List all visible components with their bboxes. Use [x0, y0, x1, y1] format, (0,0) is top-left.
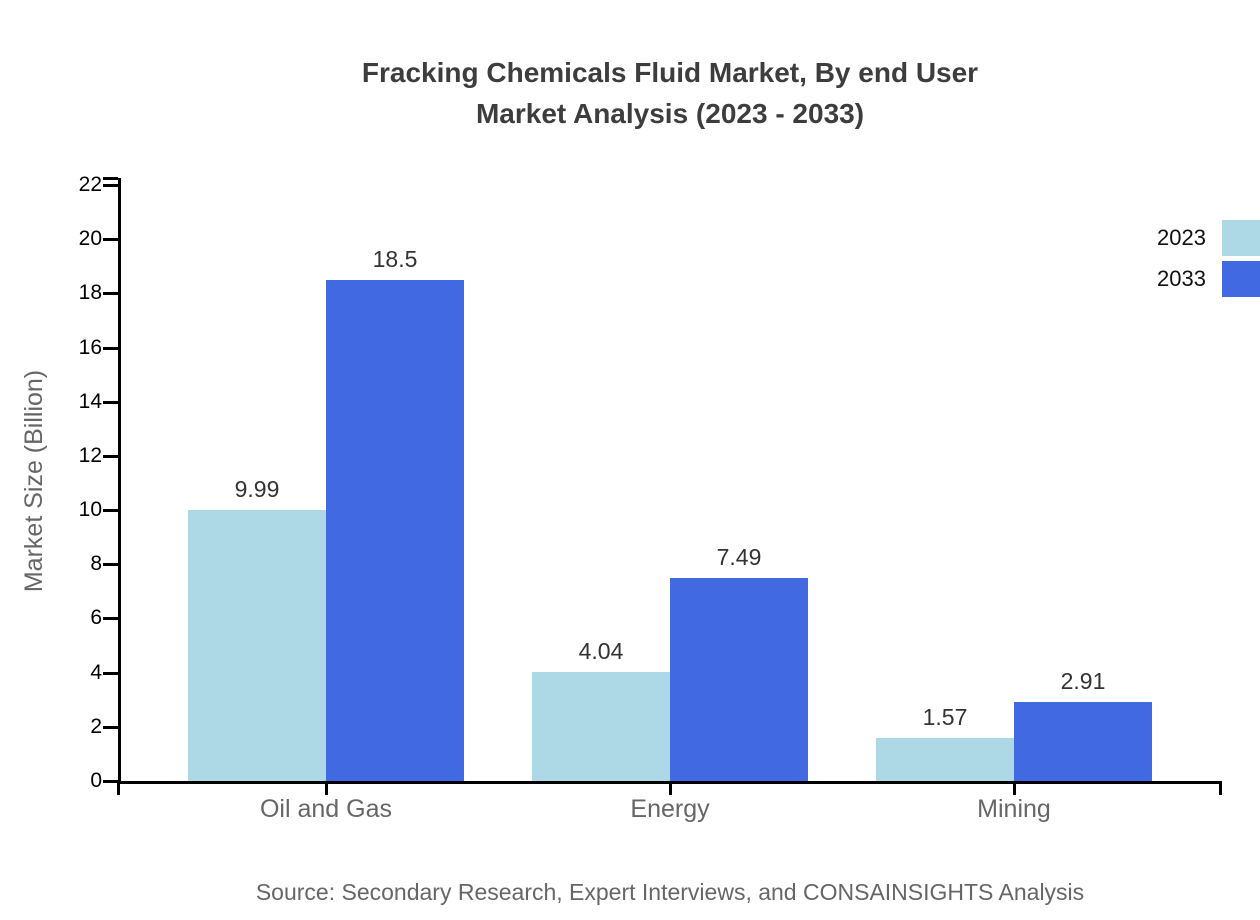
y-tick [103, 780, 118, 783]
bar-value-label: 2.91 [1060, 668, 1106, 694]
x-tick [325, 781, 328, 795]
bar-value-label: 1.57 [922, 704, 968, 730]
chart-title-line2: Market Analysis (2023 - 2033) [475, 98, 865, 129]
chart-title: Fracking Chemicals Fluid Market, By end … [170, 52, 1170, 134]
bar-2023-oil-and-gas [188, 510, 326, 781]
chart-title-line1: Fracking Chemicals Fluid Market, By end … [361, 57, 979, 88]
y-tick [103, 347, 118, 350]
y-tick [103, 292, 118, 295]
x-tick [1013, 781, 1016, 795]
y-tick-label: 14 [78, 390, 102, 413]
y-tick-label: 22 [78, 173, 102, 196]
x-tick [117, 781, 120, 795]
y-tick-label: 2 [90, 715, 102, 738]
y-tick-label: 20 [78, 227, 102, 250]
bar-value-label: 7.49 [716, 544, 762, 570]
y-tick-label: 4 [90, 661, 102, 684]
y-axis-endcap-tick [103, 177, 118, 180]
y-tick [103, 672, 118, 675]
y-tick [103, 509, 118, 512]
bar-2023-energy [532, 672, 670, 781]
bar-2033-oil-and-gas [326, 280, 464, 781]
bar-value-label: 4.04 [578, 638, 624, 664]
y-tick [103, 617, 118, 620]
bar-value-label: 9.99 [234, 476, 280, 502]
bar-2023-mining [876, 738, 1014, 781]
y-tick [103, 726, 118, 729]
legend-label-2033: 2033 [1157, 266, 1206, 291]
y-tick [103, 563, 118, 566]
y-tick-label: 10 [78, 498, 102, 521]
y-tick-label: 12 [78, 444, 102, 467]
y-tick [103, 401, 118, 404]
y-axis-line [118, 178, 121, 783]
y-tick-label: 18 [78, 281, 102, 304]
y-tick [103, 238, 118, 241]
y-tick-label: 16 [78, 336, 102, 359]
legend-label-2023: 2023 [1157, 225, 1206, 250]
bar-2033-mining [1014, 702, 1152, 781]
legend-swatch-2023 [1222, 220, 1260, 256]
x-tick [1219, 781, 1222, 795]
y-tick-label: 8 [90, 552, 102, 575]
y-tick [103, 455, 118, 458]
x-category-label-oil-and-gas: Oil and Gas [259, 795, 392, 823]
bar-value-label: 18.5 [372, 246, 418, 272]
x-category-label-mining: Mining [977, 795, 1051, 823]
y-tick [103, 184, 118, 187]
bar-2033-energy [670, 578, 808, 781]
y-tick-label: 6 [90, 606, 102, 629]
source-note: Source: Secondary Research, Expert Inter… [255, 879, 1085, 905]
y-tick-label: 0 [90, 769, 102, 792]
x-category-label-energy: Energy [630, 795, 710, 823]
legend-swatch-2033 [1222, 261, 1260, 297]
x-tick [669, 781, 672, 795]
